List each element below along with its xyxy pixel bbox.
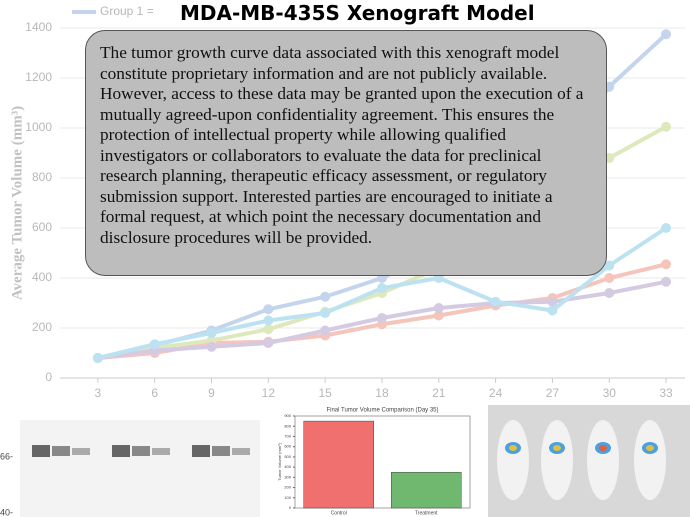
y-axis-label: Average Tumor Volume (mm³) bbox=[9, 106, 25, 300]
x-tick-label: 15 bbox=[318, 386, 332, 400]
x-tick-label: 3 bbox=[95, 386, 102, 400]
data-point bbox=[604, 288, 615, 298]
data-point bbox=[263, 304, 274, 315]
y-tick-label: 200 bbox=[284, 485, 291, 490]
bar-chart-title: Final Tumor Volume Comparison (Day 35) bbox=[326, 408, 438, 414]
data-point bbox=[206, 328, 217, 338]
data-point bbox=[376, 283, 387, 293]
data-point bbox=[661, 276, 672, 287]
x-tick-label: 27 bbox=[546, 386, 560, 400]
plot-frame bbox=[294, 415, 471, 509]
data-point bbox=[661, 259, 672, 270]
data-point bbox=[661, 121, 672, 132]
bar-chart: Final Tumor Volume Comparison (Day 35) 0 1… bbox=[270, 405, 475, 517]
blot-label: 66- bbox=[0, 451, 13, 461]
y-tick-label: 1000 bbox=[25, 120, 52, 134]
bar bbox=[391, 471, 462, 509]
legend-label: Group 1 = bbox=[100, 4, 154, 18]
data-point bbox=[547, 305, 558, 316]
x-tick-label: 9 bbox=[208, 386, 215, 400]
y-tick-label: 800 bbox=[284, 423, 291, 428]
x-tick-label: 33 bbox=[659, 386, 673, 400]
data-point bbox=[376, 313, 387, 323]
y-tick-label: 200 bbox=[32, 320, 52, 334]
x-tick-label: 21 bbox=[432, 386, 446, 400]
y-tick-label: 1400 bbox=[25, 20, 52, 34]
y-tick-label: 400 bbox=[32, 270, 52, 284]
x-tick-label: 24 bbox=[489, 386, 503, 400]
y-tick-label: 700 bbox=[284, 434, 291, 439]
y-tick-label: 900 bbox=[284, 413, 291, 418]
y-tick-label: 100 bbox=[284, 495, 291, 500]
y-tick-label: 400 bbox=[284, 464, 291, 469]
data-point bbox=[92, 353, 103, 363]
y-tick-label: 800 bbox=[32, 170, 52, 184]
data-point bbox=[320, 308, 331, 318]
data-point bbox=[433, 303, 444, 313]
data-point bbox=[490, 296, 501, 307]
x-tick-label: Treatment bbox=[415, 510, 438, 516]
y-tick-label: 0 bbox=[45, 370, 52, 384]
data-point bbox=[263, 315, 274, 326]
bar bbox=[303, 420, 374, 509]
notice-box: The tumor growth curve data associated w… bbox=[85, 30, 607, 276]
data-point bbox=[604, 273, 615, 283]
y-tick-label: 600 bbox=[284, 444, 291, 449]
y-tick-label: 0 bbox=[289, 505, 292, 510]
chart-title: MDA-MB-435S Xenograft Model bbox=[180, 1, 535, 25]
data-point bbox=[206, 341, 217, 352]
y-tick-label: 1200 bbox=[25, 70, 52, 84]
data-point bbox=[547, 296, 558, 307]
data-point bbox=[661, 29, 672, 40]
data-point bbox=[604, 260, 615, 271]
imaging-thumbnail bbox=[488, 405, 690, 517]
y-tick-label: 600 bbox=[32, 220, 52, 234]
western-blot: 66- 40- bbox=[0, 420, 260, 517]
x-tick-label: 12 bbox=[262, 386, 276, 400]
x-tick-label: 30 bbox=[603, 386, 617, 400]
y-tick-label: 500 bbox=[284, 454, 291, 459]
data-point bbox=[149, 339, 160, 350]
data-point bbox=[320, 291, 331, 302]
x-tick-label: Control bbox=[331, 510, 347, 516]
y-axis-label: Tumor Volume (mm³) bbox=[277, 443, 282, 481]
x-tick-label: 18 bbox=[375, 386, 389, 400]
data-point bbox=[433, 310, 444, 321]
data-point bbox=[263, 338, 274, 348]
data-point bbox=[320, 325, 331, 336]
x-tick-label: 6 bbox=[151, 386, 158, 400]
data-point bbox=[263, 324, 274, 335]
y-tick-label: 300 bbox=[284, 474, 291, 479]
data-point bbox=[661, 223, 672, 233]
blot-label: 40- bbox=[0, 507, 13, 517]
